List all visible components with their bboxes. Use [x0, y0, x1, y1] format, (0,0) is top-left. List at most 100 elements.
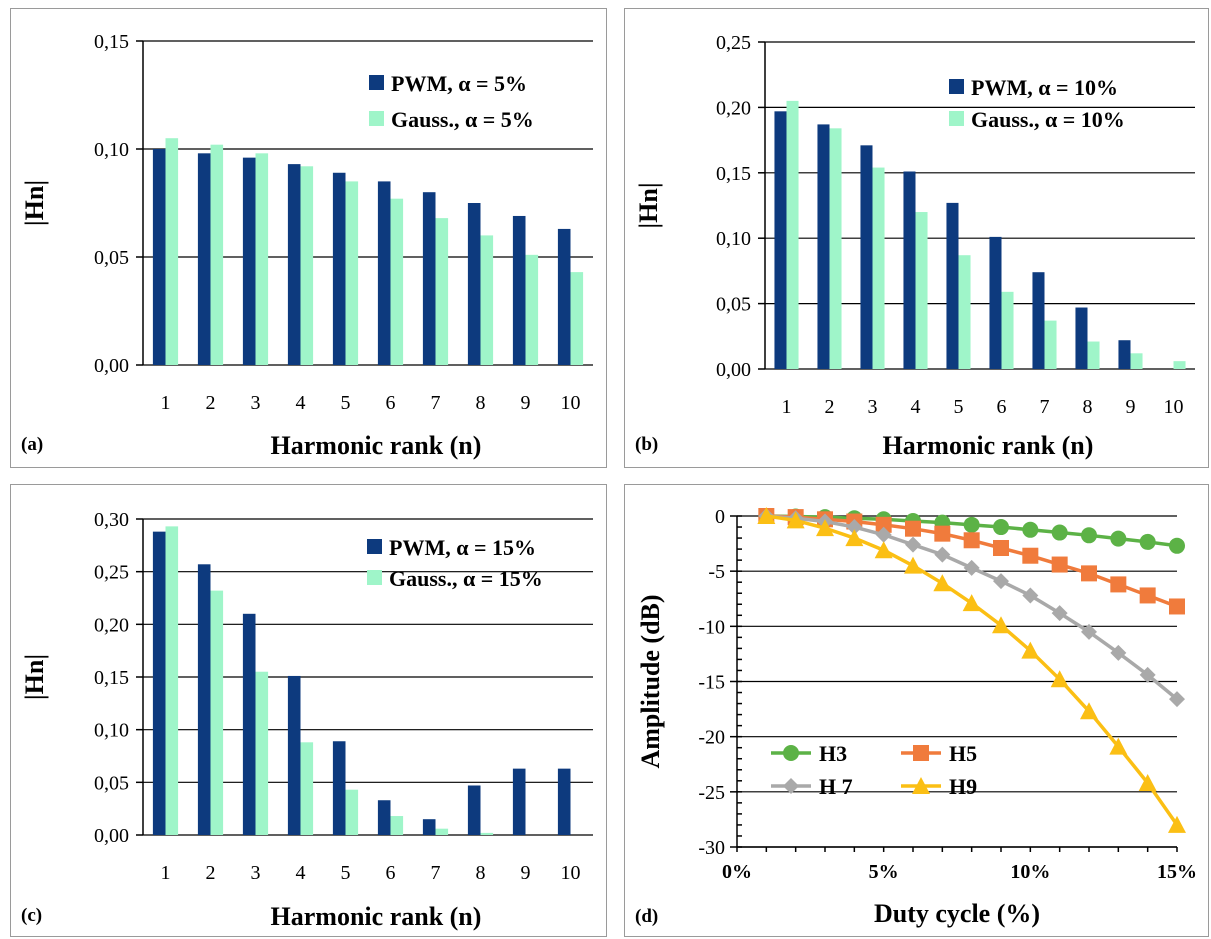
y-tick-label: 0,25 — [716, 32, 751, 54]
bar-gauss — [210, 144, 224, 365]
x-tick-label: 7 — [1040, 396, 1050, 418]
x-tick-label: 5 — [954, 396, 964, 418]
x-tick-label: 10 — [561, 392, 581, 414]
legend-swatch — [369, 111, 384, 126]
y-tick-label: -20 — [698, 727, 725, 749]
data-point — [1051, 556, 1068, 573]
y-tick-label: -25 — [698, 782, 725, 804]
bar-pwm — [817, 124, 830, 370]
data-point — [963, 516, 980, 533]
bar-pwm — [1032, 272, 1045, 369]
chart-panel-b: 0,00 0,05 0,10 0,15 0,20 0,25 1 2 3 4 5 6 7 8 9 10 Harmo… — [624, 8, 1209, 468]
bar-gauss — [1001, 291, 1014, 369]
x-tick-label: 5% — [869, 861, 899, 883]
bar-chart-0: 0,00 0,05 0,10 0,15 1 2 3 4 5 6 7 8 9 10 Harmonic rank… — [20, 31, 593, 460]
y-tick-label: 0,00 — [716, 359, 751, 381]
bar-chart-1: 0,00 0,05 0,10 0,15 0,20 0,25 1 2 3 4 5 6 7 8 9 10 Harmo… — [634, 32, 1195, 460]
x-tick-label: 4 — [911, 396, 921, 418]
y-tick-label: 0,05 — [716, 294, 751, 316]
x-tick-label: 10 — [1164, 396, 1184, 418]
bar-pwm — [332, 172, 346, 365]
x-axis-label: Harmonic rank (n) — [883, 431, 1094, 460]
x-tick-label: 2 — [825, 396, 835, 418]
bar-pwm — [197, 564, 211, 835]
legend-swatch — [369, 75, 384, 90]
bar-gauss — [480, 235, 494, 365]
data-point — [1169, 537, 1185, 554]
data-point — [846, 519, 863, 536]
bar-pwm — [557, 768, 571, 835]
bar-pwm — [377, 181, 391, 365]
legend-swatch — [367, 539, 382, 554]
data-point — [1168, 815, 1186, 833]
y-tick-label: -15 — [698, 672, 725, 694]
bar-gauss — [165, 526, 179, 835]
y-axis-label: |Hn| — [20, 654, 49, 700]
x-tick-label: 4 — [296, 862, 306, 884]
y-tick-label: -5 — [708, 561, 725, 583]
y-tick-label: 0,10 — [716, 228, 751, 250]
data-point — [963, 532, 980, 549]
bar-gauss — [255, 153, 269, 365]
bar-pwm — [197, 153, 211, 365]
bar-gauss — [1044, 320, 1057, 369]
data-point — [962, 594, 981, 612]
legend-label: H9 — [949, 774, 977, 799]
bar-pwm — [152, 149, 166, 365]
bar-gauss — [255, 671, 269, 835]
data-point — [1081, 623, 1097, 640]
data-point — [786, 511, 805, 529]
y-tick-label: -10 — [698, 616, 725, 638]
data-point — [1169, 691, 1185, 708]
y-tick-label: 0,15 — [94, 31, 129, 53]
y-tick-label: 0 — [715, 506, 725, 528]
bar-gauss — [300, 742, 314, 835]
data-point — [905, 520, 921, 537]
bar-pwm — [860, 145, 873, 369]
bar-pwm — [903, 171, 916, 369]
bar-pwm — [287, 164, 301, 365]
legend-label: Gauss., α = 15% — [389, 566, 543, 591]
data-point — [1139, 533, 1156, 550]
legend-marker — [912, 777, 930, 794]
x-tick-label: 7 — [431, 862, 441, 884]
legend-label: PWM, α = 15% — [389, 535, 536, 560]
legend-swatch — [367, 570, 382, 585]
legend-swatch — [949, 79, 964, 94]
data-point — [1110, 644, 1127, 661]
x-tick-label: 3 — [868, 396, 878, 418]
bar-gauss — [435, 828, 449, 835]
y-tick-label: 0,15 — [716, 163, 751, 185]
x-tick-label: 10 — [561, 862, 581, 884]
data-point — [1051, 605, 1068, 622]
y-tick-label: 0,30 — [94, 509, 129, 531]
bar-pwm — [377, 800, 391, 835]
bar-gauss — [300, 166, 314, 365]
y-tick-label: -30 — [698, 837, 725, 859]
x-tick-label: 5 — [341, 392, 351, 414]
panel-label: (b) — [635, 434, 658, 455]
legend-label: PWM, α = 5% — [391, 71, 527, 96]
x-tick-label: 7 — [431, 392, 441, 414]
bar-pwm — [242, 613, 256, 835]
bar-gauss — [872, 167, 885, 369]
bar-gauss — [786, 100, 799, 370]
data-point — [993, 519, 1009, 536]
chart-panel-c: 0,00 0,05 0,10 0,15 0,20 0,25 0,30 1 2 3 4 5 6 7 8 9 10 H… — [10, 484, 607, 937]
x-tick-label: 2 — [206, 392, 216, 414]
bar-pwm — [557, 228, 571, 365]
bar-gauss — [210, 590, 224, 835]
bar-pwm — [467, 203, 481, 365]
data-point — [963, 559, 980, 576]
x-tick-label: 8 — [1083, 396, 1093, 418]
bar-pwm — [1118, 340, 1131, 369]
bar-gauss — [829, 128, 842, 369]
y-tick-label: 0,05 — [94, 772, 129, 794]
y-tick-label: 0,05 — [94, 247, 129, 269]
data-point — [1051, 524, 1068, 541]
data-point — [904, 556, 922, 574]
panel-label: (a) — [21, 434, 43, 455]
data-point — [875, 516, 892, 533]
x-tick-label: 9 — [521, 392, 531, 414]
x-axis-label: Duty cycle (%) — [874, 899, 1040, 928]
